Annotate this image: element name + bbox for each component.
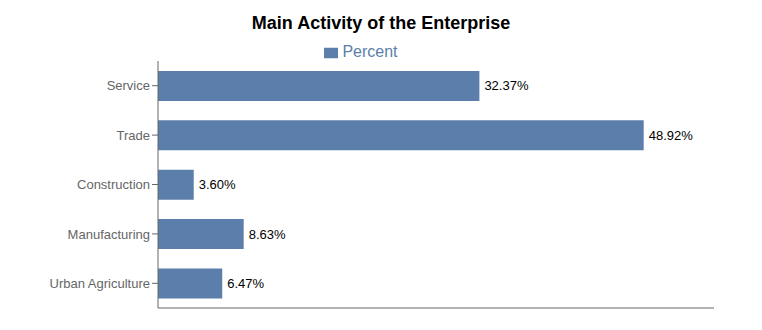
svg-text:Construction: Construction <box>77 177 150 192</box>
svg-text:3.60%: 3.60% <box>199 177 236 192</box>
svg-text:Trade: Trade <box>117 128 150 143</box>
svg-text:Service: Service <box>107 78 150 93</box>
html-text:Percent: Percent <box>342 43 398 60</box>
svg-text:48.92%: 48.92% <box>649 128 694 143</box>
svg-text:32.37%: 32.37% <box>484 78 529 93</box>
svg-text:Manufacturing: Manufacturing <box>68 227 150 242</box>
svg-text:6.47%: 6.47% <box>227 276 264 291</box>
html-text:Main Activity of the Enterpris: Main Activity of the Enterprise <box>251 13 511 33</box>
svg-text:8.63%: 8.63% <box>249 227 286 242</box>
svg-text:Urban Agriculture: Urban Agriculture <box>50 276 150 291</box>
